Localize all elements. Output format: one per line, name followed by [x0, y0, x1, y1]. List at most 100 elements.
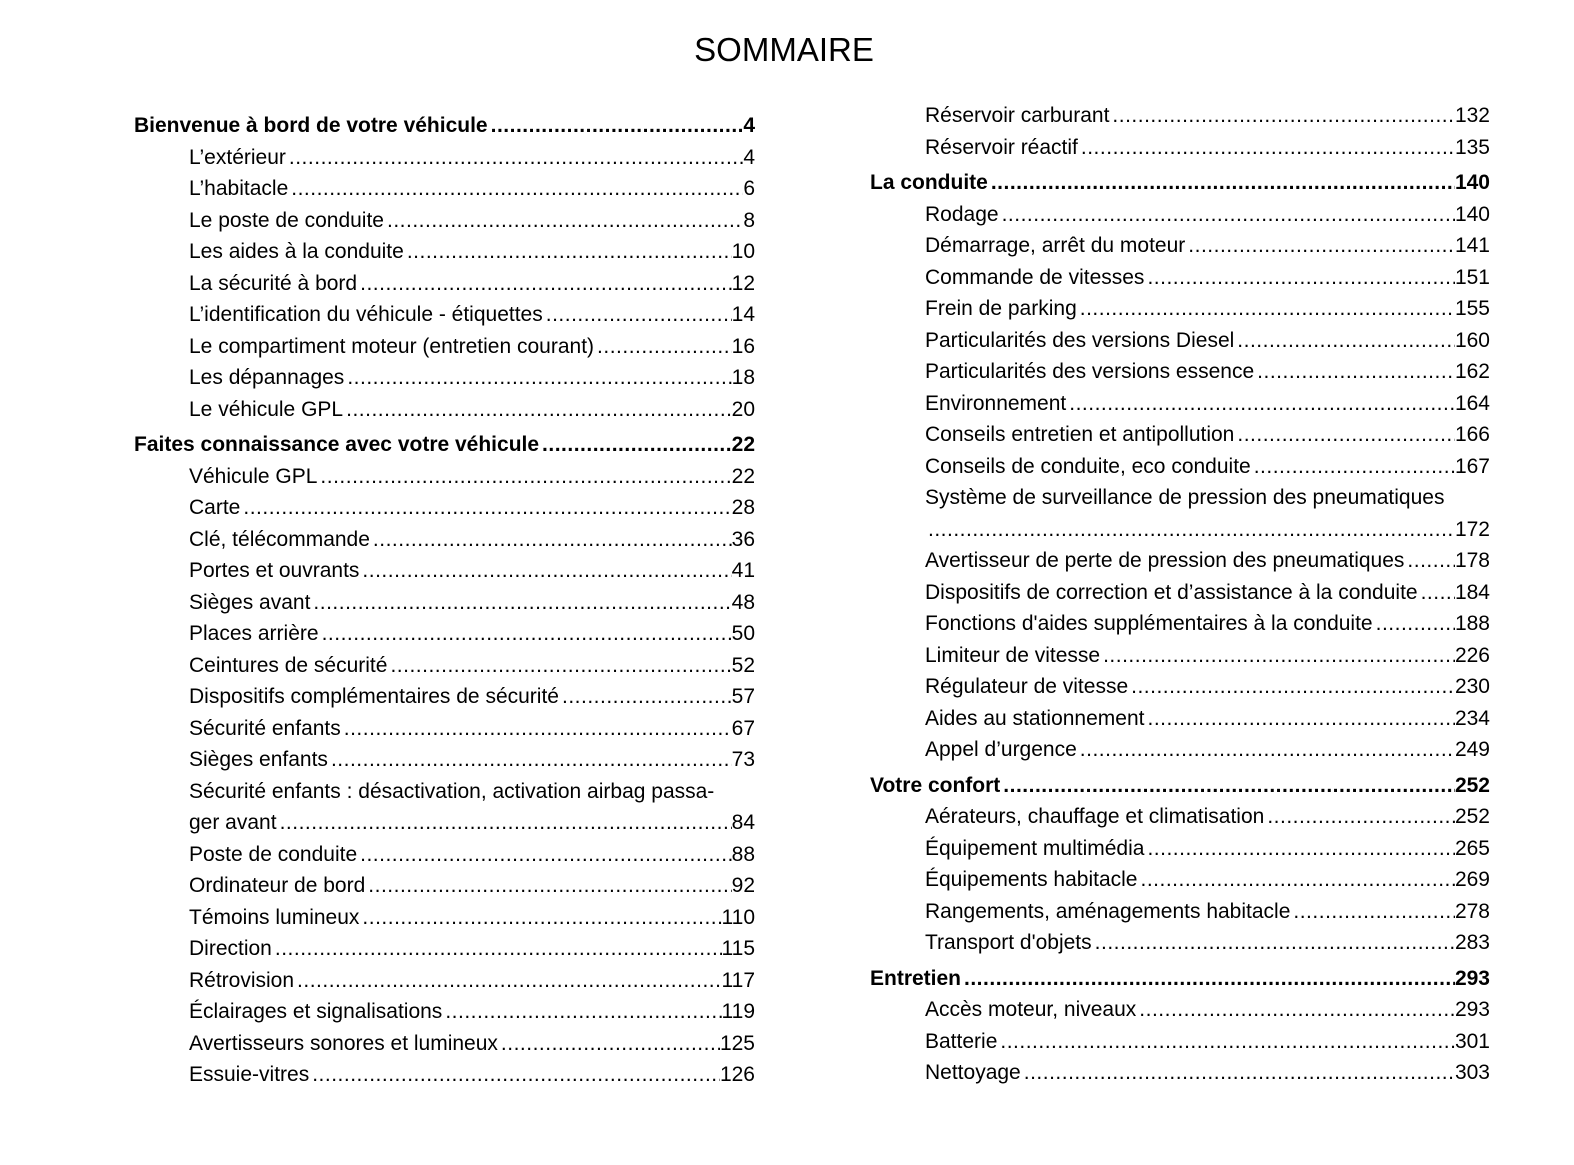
toc-entry[interactable]: L’extérieur.............................… [134, 142, 755, 174]
toc-entry[interactable]: Le poste de conduite....................… [134, 205, 755, 237]
entry-page-number: 117 [721, 968, 755, 992]
toc-entry[interactable]: Équipement multimédia...................… [870, 833, 1490, 865]
toc-entry[interactable]: Direction...............................… [134, 933, 755, 965]
entry-page-number: 57 [731, 685, 755, 708]
toc-column-left: Bienvenue à bord de votre véhicule......… [134, 106, 755, 1091]
toc-entry[interactable]: Conseils de conduite, eco conduite......… [870, 451, 1490, 483]
entry-page-number: 16 [731, 334, 755, 358]
entry-page-number: 8 [743, 208, 755, 232]
dot-leader: ........................................… [390, 653, 731, 677]
toc-entry[interactable]: Environnement...........................… [870, 388, 1490, 420]
toc-entry[interactable]: Fonctions d'aides supplémentaires à la c… [870, 608, 1490, 640]
toc-entry[interactable]: Aides au stationnement..................… [870, 703, 1490, 735]
toc-entry[interactable]: Sécurité enfants........................… [134, 713, 755, 745]
toc-entry[interactable]: Aérateurs, chauffage et climatisation...… [870, 801, 1490, 833]
toc-entry[interactable]: Carte...................................… [134, 492, 755, 524]
toc-entry[interactable]: Clé, télécommande.......................… [134, 524, 755, 556]
entry-title: Réservoir réactif [925, 135, 1078, 159]
dot-leader: ........................................… [1069, 391, 1455, 415]
page-title: SOMMAIRE [694, 31, 874, 68]
entry-title: Rétrovision [189, 968, 295, 992]
entry-page-number: 135 [1454, 135, 1490, 159]
dot-leader: ........................................… [445, 1000, 721, 1023]
entry-title: Conseils de conduite, eco conduite [925, 454, 1251, 478]
toc-section[interactable]: Entretien...............................… [870, 963, 1490, 995]
entry-page-number: 141 [1454, 234, 1490, 257]
toc-entry[interactable]: Poste de conduite.......................… [134, 839, 755, 871]
toc-entry[interactable]: Rétrovision.............................… [134, 965, 755, 997]
dot-leader: ........................................… [288, 145, 744, 169]
toc-entry[interactable]: Frein de parking........................… [870, 293, 1490, 325]
toc-entry[interactable]: Régulateur de vitesse...................… [870, 671, 1490, 703]
toc-entry[interactable]: La sécurité à bord......................… [134, 268, 755, 300]
toc-entry[interactable]: Les aides à la conduite.................… [134, 236, 755, 268]
toc-entry[interactable]: Places arrière..........................… [134, 618, 755, 650]
dot-leader: ........................................… [1147, 836, 1455, 860]
toc-entry[interactable]: Sécurité enfants : désactivation, activa… [134, 776, 755, 839]
entry-page-number: 155 [1454, 297, 1490, 320]
toc-entry[interactable]: Dispositifs de correction et d’assistanc… [870, 577, 1490, 609]
toc-entry[interactable]: Ceintures de sécurité...................… [134, 650, 755, 682]
toc-entry[interactable]: Le compartiment moteur (entretien couran… [134, 331, 755, 363]
entry-page-number: 252 [1454, 773, 1490, 797]
entry-page-number: 188 [1454, 612, 1490, 635]
toc-entry[interactable]: Transport d'objets......................… [870, 927, 1490, 959]
dot-leader: ........................................… [243, 496, 732, 519]
toc-section[interactable]: Votre confort...........................… [870, 770, 1490, 802]
dot-leader: ........................................… [1147, 706, 1454, 730]
entry-page-number: 265 [1454, 836, 1490, 860]
toc-entry[interactable]: Nettoyage...............................… [870, 1057, 1490, 1089]
dot-leader: ........................................… [1000, 1029, 1455, 1053]
toc-entry[interactable]: Les dépannages..........................… [134, 362, 755, 394]
toc-entry[interactable]: Accès moteur, niveaux...................… [870, 994, 1490, 1026]
toc-column-right: Réservoir carburant.....................… [870, 100, 1490, 1089]
entry-page-number: 52 [731, 653, 755, 677]
toc-entry[interactable]: Particularités des versions essence.....… [870, 356, 1490, 388]
entry-title: Particularités des versions Diesel [925, 328, 1235, 352]
toc-entry[interactable]: Ordinateur de bord......................… [134, 870, 755, 902]
toc-entry[interactable]: Sièges avant............................… [134, 587, 755, 619]
toc-section[interactable]: La conduite.............................… [870, 167, 1490, 199]
toc-entry[interactable]: Réservoir carburant.....................… [870, 100, 1490, 132]
toc-section[interactable]: Faites connaissance avec votre véhicule.… [134, 429, 755, 461]
toc-entry[interactable]: Démarrage, arrêt du moteur..............… [870, 230, 1490, 262]
toc-section[interactable]: Bienvenue à bord de votre véhicule......… [134, 110, 755, 142]
toc-entry[interactable]: Dispositifs complémentaires de sécurité.… [134, 681, 755, 713]
entry-title: Essuie-vitres [189, 1063, 310, 1086]
dot-leader: ........................................… [1103, 643, 1455, 667]
toc-entry[interactable]: Le véhicule GPL.........................… [134, 394, 755, 426]
toc-entry[interactable]: Portes et ouvrants......................… [134, 555, 755, 587]
entry-page-number: 178 [1454, 549, 1490, 572]
toc-entry[interactable]: Éclairages et signalisations............… [134, 996, 755, 1028]
toc-entry[interactable]: Appel d’urgence.........................… [870, 734, 1490, 766]
dot-leader: ........................................… [490, 114, 744, 137]
toc-entry[interactable]: Témoins lumineux........................… [134, 902, 755, 934]
toc-entry[interactable]: Essuie-vitres...........................… [134, 1059, 755, 1091]
toc-entry[interactable]: Commande de vitesses....................… [870, 262, 1490, 294]
entry-page-number: 249 [1454, 738, 1490, 761]
entry-page-number: 110 [721, 905, 755, 929]
entry-page-number: 28 [731, 496, 755, 519]
toc-entry[interactable]: Sièges enfants..........................… [134, 744, 755, 776]
dot-leader: ........................................… [1147, 265, 1455, 289]
toc-entry[interactable]: Rangements, aménagements habitacle......… [870, 896, 1490, 928]
toc-entry[interactable]: Conseils entretien et antipollution.....… [870, 419, 1490, 451]
toc-entry[interactable]: Réservoir réactif.......................… [870, 132, 1490, 164]
entry-title: Sécurité enfants : désactivation, activa… [189, 779, 715, 803]
toc-entry[interactable]: Limiteur de vitesse.....................… [870, 640, 1490, 672]
toc-entry[interactable]: Système de surveillance de pression des … [870, 482, 1490, 545]
toc-entry[interactable]: Rodage..................................… [870, 199, 1490, 231]
toc-entry[interactable]: Véhicule GPL............................… [134, 461, 755, 493]
toc-entry[interactable]: Avertisseurs sonores et lumineux........… [134, 1028, 755, 1060]
entry-title: Équipements habitacle [925, 868, 1138, 891]
toc-entry[interactable]: Équipements habitacle...................… [870, 864, 1490, 896]
entry-title: Équipement multimédia [925, 836, 1145, 860]
toc-entry[interactable]: Batterie................................… [870, 1026, 1490, 1058]
toc-entry[interactable]: L’identification du véhicule - étiquette… [134, 299, 755, 331]
entry-title: Aérateurs, chauffage et climatisation [925, 805, 1265, 828]
toc-entry[interactable]: Avertisseur de perte de pression des pne… [870, 545, 1490, 577]
toc-entry[interactable]: L’habitacle.............................… [134, 173, 755, 205]
dot-leader: ........................................… [1375, 612, 1455, 635]
toc-entry[interactable]: Particularités des versions Diesel......… [870, 325, 1490, 357]
dot-leader: ........................................… [372, 527, 732, 551]
